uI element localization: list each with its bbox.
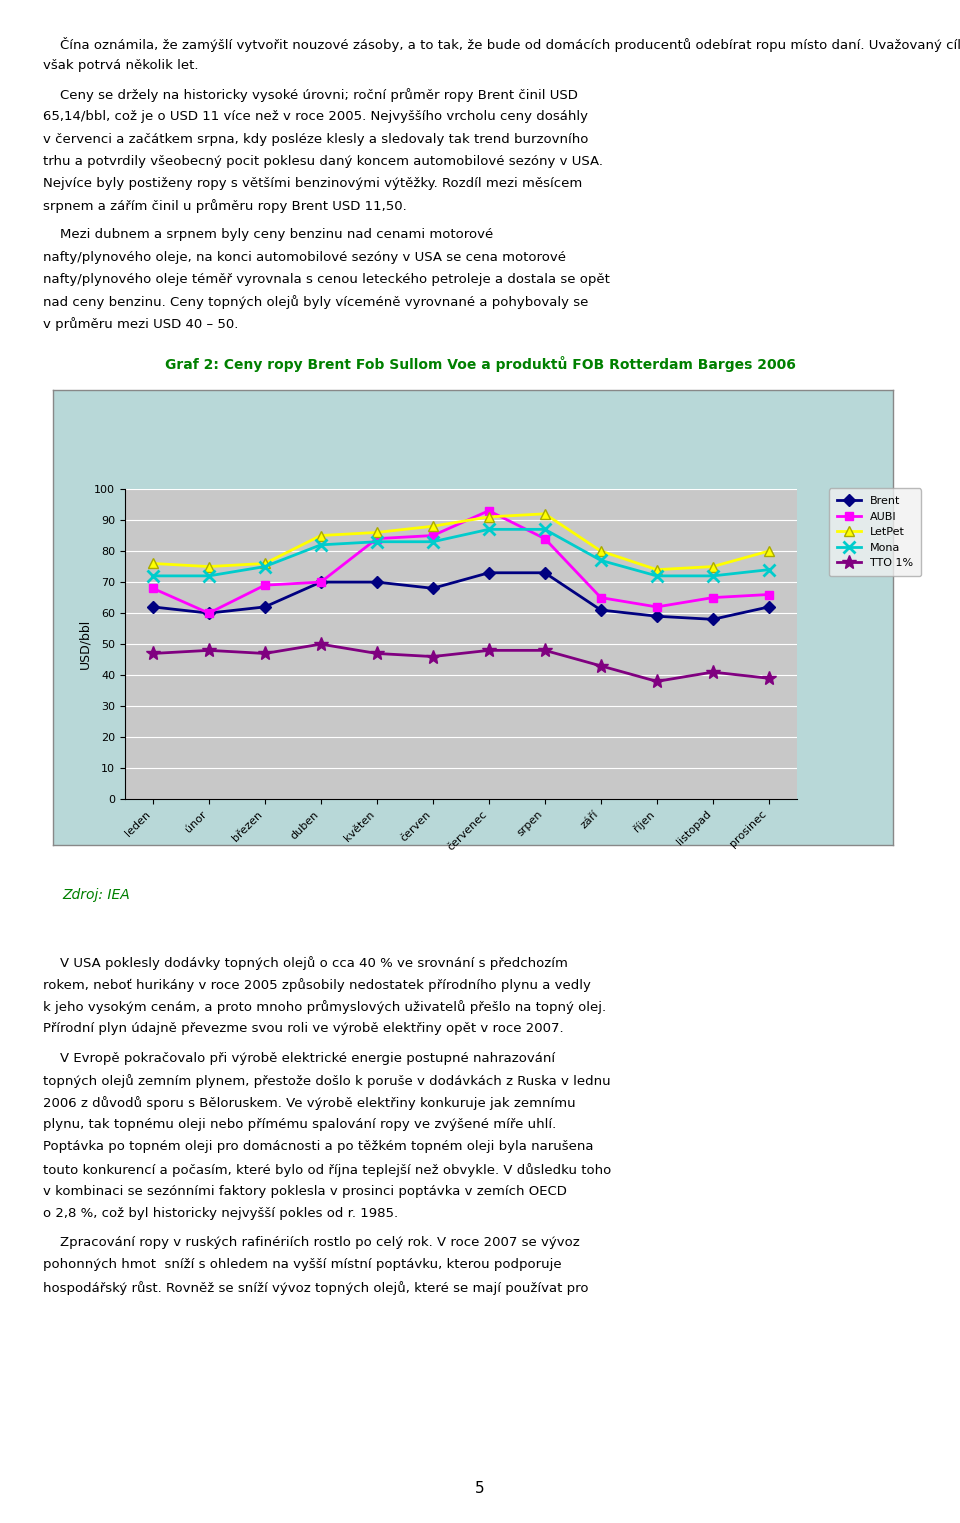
Text: hospodářský růst. Rovněž se sníží vývoz topných olejů, které se mají používat pr: hospodářský růst. Rovněž se sníží vývoz …: [43, 1281, 588, 1295]
Text: Mezi dubnem a srpnem byly ceny benzinu nad cenami motorové: Mezi dubnem a srpnem byly ceny benzinu n…: [43, 228, 493, 242]
Brent: [204, 605, 215, 623]
Text: však potrvá několik let.: však potrvá několik let.: [43, 58, 199, 72]
Line: TTO 1%: TTO 1%: [146, 637, 776, 688]
TTO 1%: [315, 635, 326, 653]
Mona: [147, 567, 158, 585]
Text: Ceny se držely na historicky vysoké úrovni; roční průměr ropy Brent činil USD: Ceny se držely na historicky vysoké úrov…: [43, 88, 578, 102]
TTO 1%: [707, 663, 718, 681]
AUBI: [707, 588, 718, 606]
Line: Mona: Mona: [147, 524, 775, 582]
AUBI: [651, 597, 662, 615]
LetPet: [371, 524, 382, 542]
Text: v kombinaci se sezónními faktory poklesla v prosinci poptávka v zemích OECD: v kombinaci se sezónními faktory poklesl…: [43, 1185, 567, 1197]
Brent: [427, 579, 439, 597]
LetPet: [427, 518, 439, 536]
Brent: [707, 611, 718, 629]
LetPet: [204, 557, 215, 576]
AUBI: [427, 527, 439, 545]
Text: nad ceny benzinu. Ceny topných olejů byly víceméně vyrovnané a pohybovaly se: nad ceny benzinu. Ceny topných olejů byl…: [43, 294, 588, 309]
Line: Brent: Brent: [149, 568, 773, 623]
AUBI: [539, 530, 550, 548]
TTO 1%: [371, 644, 382, 663]
AUBI: [595, 588, 607, 606]
Text: pohonných hmot  sníží s ohledem na vyšší místní poptávku, kterou podporuje: pohonných hmot sníží s ohledem na vyšší …: [43, 1258, 562, 1272]
Y-axis label: USD/bbl: USD/bbl: [79, 618, 91, 669]
AUBI: [204, 605, 215, 623]
Text: v červenci a začátkem srpna, kdy posléze klesly a sledovaly tak trend burzovního: v červenci a začátkem srpna, kdy posléze…: [43, 133, 588, 146]
TTO 1%: [651, 672, 662, 690]
Text: Nejvíce byly postiženy ropy s většími benzinovými výtěžky. Rozdíl mezi měsícem: Nejvíce byly postiženy ropy s většími be…: [43, 177, 583, 190]
Brent: [315, 573, 326, 591]
Brent: [595, 602, 607, 620]
Text: 65,14/bbl, což je o USD 11 více než v roce 2005. Nejvyššího vrcholu ceny dosáhly: 65,14/bbl, což je o USD 11 více než v ro…: [43, 110, 588, 123]
Text: o 2,8 %, což byl historicky nejvyšší pokles od r. 1985.: o 2,8 %, což byl historicky nejvyšší pok…: [43, 1206, 398, 1220]
AUBI: [483, 501, 494, 519]
AUBI: [147, 579, 158, 597]
Text: Graf 2: Ceny ropy Brent Fob Sullom Voe a produktů FOB Rotterdam Barges 2006: Graf 2: Ceny ropy Brent Fob Sullom Voe a…: [164, 356, 796, 372]
Text: Zpracování ropy v ruských rafinériích rostlo po celý rok. V roce 2007 se vývoz: Zpracování ropy v ruských rafinériích ro…: [43, 1237, 580, 1249]
Mona: [595, 551, 607, 570]
Brent: [651, 608, 662, 626]
TTO 1%: [763, 669, 775, 687]
Mona: [539, 521, 550, 539]
AUBI: [259, 576, 271, 594]
Brent: [483, 564, 494, 582]
Mona: [315, 536, 326, 554]
Brent: [539, 564, 550, 582]
LetPet: [315, 527, 326, 545]
Line: AUBI: AUBI: [149, 507, 773, 617]
Mona: [371, 533, 382, 551]
LetPet: [595, 542, 607, 560]
Text: V USA poklesly dodávky topných olejů o cca 40 % ve srovnání s předchozím: V USA poklesly dodávky topných olejů o c…: [43, 956, 568, 970]
AUBI: [763, 585, 775, 603]
Mona: [651, 567, 662, 585]
Mona: [204, 567, 215, 585]
LetPet: [651, 560, 662, 579]
Text: rokem, neboť hurikány v roce 2005 způsobily nedostatek přírodního plynu a vedly: rokem, neboť hurikány v roce 2005 způsob…: [43, 978, 591, 991]
Text: Přírodní plyn údajně převezme svou roli ve výrobě elektřiny opět v roce 2007.: Přírodní plyn údajně převezme svou roli …: [43, 1022, 564, 1036]
TTO 1%: [147, 644, 158, 663]
Mona: [427, 533, 439, 551]
Brent: [371, 573, 382, 591]
LetPet: [539, 504, 550, 522]
Text: 2006 z důvodů sporu s Běloruskem. Ve výrobě elektřiny konkuruje jak zemnímu: 2006 z důvodů sporu s Běloruskem. Ve výr…: [43, 1097, 576, 1110]
LetPet: [707, 557, 718, 576]
Mona: [483, 521, 494, 539]
Text: nafty/plynového oleje, na konci automobilové sezóny v USA se cena motorové: nafty/plynového oleje, na konci automobi…: [43, 250, 566, 263]
Text: v průměru mezi USD 40 – 50.: v průměru mezi USD 40 – 50.: [43, 317, 239, 330]
AUBI: [315, 573, 326, 591]
Text: touto konkurencí a počasím, které bylo od října teplejší než obvykle. V důsledku: touto konkurencí a počasím, které bylo o…: [43, 1162, 612, 1176]
Line: LetPet: LetPet: [148, 509, 774, 574]
LetPet: [259, 554, 271, 573]
Text: srpnem a zářím činil u průměru ropy Brent USD 11,50.: srpnem a zářím činil u průměru ropy Bren…: [43, 198, 407, 213]
Text: Čína oznámila, že zamýšlí vytvořit nouzové zásoby, a to tak, že bude od domácích: Čína oznámila, že zamýšlí vytvořit nouzo…: [43, 37, 960, 52]
TTO 1%: [427, 647, 439, 666]
Text: trhu a potvrdily všeobecný pocit poklesu daný koncem automobilové sezóny v USA.: trhu a potvrdily všeobecný pocit poklesu…: [43, 154, 603, 168]
TTO 1%: [259, 644, 271, 663]
Text: k jeho vysokým cenám, a proto mnoho průmyslových uživatelů přešlo na topný olej.: k jeho vysokým cenám, a proto mnoho prům…: [43, 1001, 607, 1014]
LetPet: [763, 542, 775, 560]
TTO 1%: [539, 641, 550, 659]
Text: nafty/plynového oleje téměř vyrovnala s cenou leteckého petroleje a dostala se o: nafty/plynového oleje téměř vyrovnala s …: [43, 273, 610, 286]
Brent: [763, 597, 775, 615]
Text: Zdroj: IEA: Zdroj: IEA: [62, 888, 131, 902]
Text: 5: 5: [475, 1480, 485, 1496]
Brent: [147, 597, 158, 615]
Legend: Brent, AUBI, LetPet, Mona, TTO 1%: Brent, AUBI, LetPet, Mona, TTO 1%: [829, 489, 922, 576]
TTO 1%: [483, 641, 494, 659]
AUBI: [371, 530, 382, 548]
LetPet: [483, 507, 494, 525]
TTO 1%: [595, 656, 607, 675]
Mona: [707, 567, 718, 585]
Text: topných olejů zemním plynem, přestože došlo k poruše v dodávkách z Ruska v lednu: topných olejů zemním plynem, přestože do…: [43, 1074, 611, 1087]
Text: V Evropě pokračovalo při výrobě elektrické energie postupné nahrazování: V Evropě pokračovalo při výrobě elektric…: [43, 1052, 555, 1065]
Text: plynu, tak topnému oleji nebo přímému spalování ropy ve zvýšené míře uhlí.: plynu, tak topnému oleji nebo přímému sp…: [43, 1118, 557, 1132]
LetPet: [147, 554, 158, 573]
Mona: [259, 557, 271, 576]
Brent: [259, 597, 271, 615]
Mona: [763, 560, 775, 579]
Text: Poptávka po topném oleji pro domácnosti a po těžkém topném oleji byla narušena: Poptávka po topném oleji pro domácnosti …: [43, 1141, 593, 1153]
TTO 1%: [204, 641, 215, 659]
